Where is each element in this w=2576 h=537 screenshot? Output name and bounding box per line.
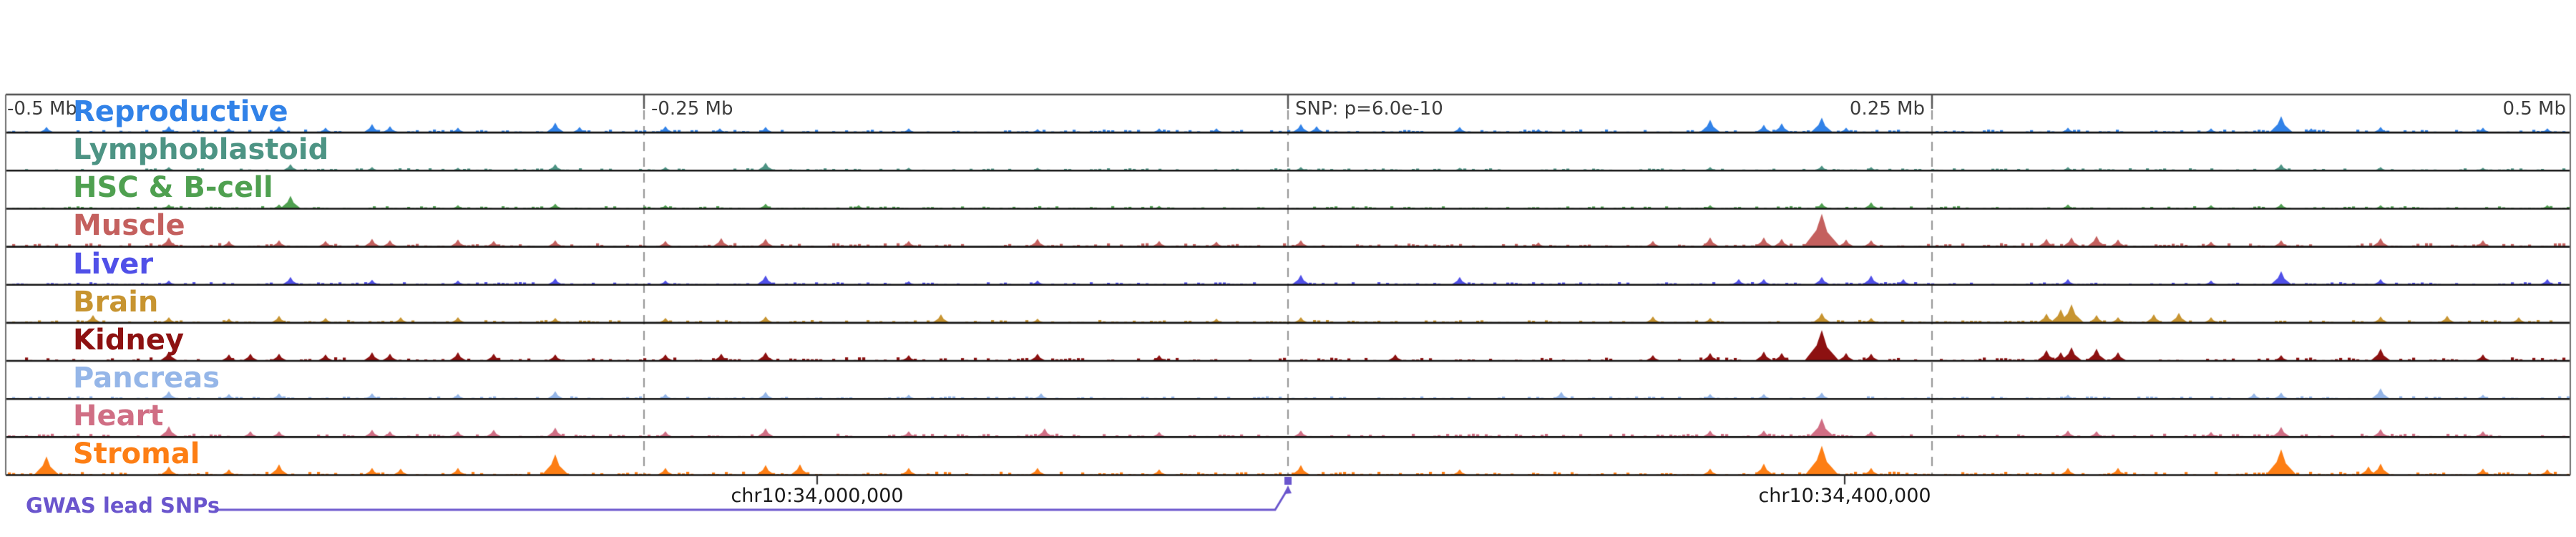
genome-tick-chr10-34000000: chr10:34,000,000 [731, 485, 904, 507]
track-label-lymphoblastoid: Lymphoblastoid [73, 133, 329, 167]
track-label-brain: Brain [73, 285, 159, 319]
genome-tick-chr10-34400000: chr10:34,400,000 [1758, 485, 1931, 507]
track-label-stromal: Stromal [73, 437, 200, 471]
track-label-hsc-bcell: HSC & B-cell [73, 171, 273, 205]
axis-label-0p25mb: 0.25 Mb [1849, 98, 1925, 120]
axis-label-minus-0p5mb: -0.5 Mb [7, 98, 77, 120]
track-label-reproductive: Reproductive [73, 95, 288, 128]
track-label-liver: Liver [73, 247, 154, 281]
track-label-heart: Heart [73, 400, 164, 433]
gwas-lead-snps-label: GWAS lead SNPs [26, 493, 220, 518]
track-label-muscle: Muscle [73, 209, 185, 243]
axis-label-0p5mb: 0.5 Mb [2502, 98, 2566, 120]
snp-pvalue-label: SNP: p=6.0e-10 [1295, 98, 1443, 120]
track-label-kidney: Kidney [73, 323, 185, 357]
track-label-pancreas: Pancreas [73, 362, 220, 395]
axis-label-minus-0p25mb: -0.25 Mb [651, 98, 733, 120]
